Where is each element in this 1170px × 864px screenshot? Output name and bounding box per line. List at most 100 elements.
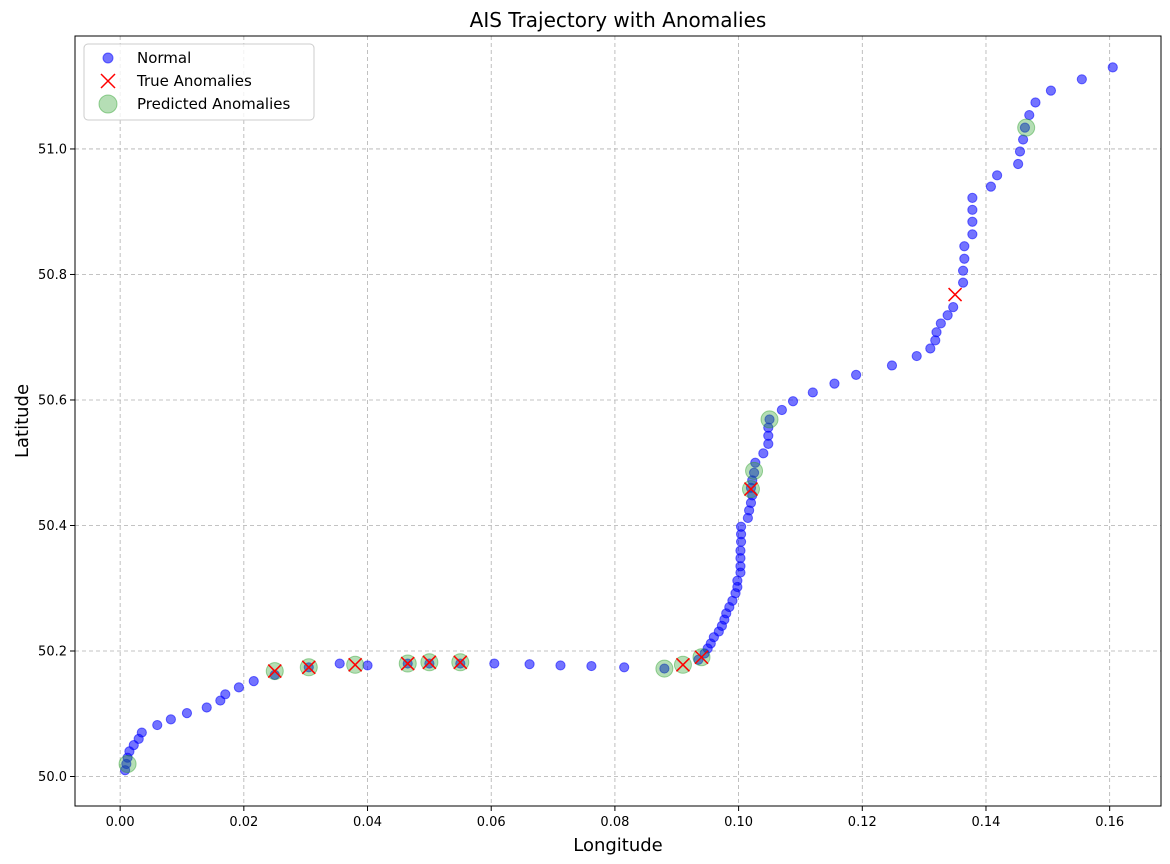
normal-point <box>1019 122 1031 133</box>
predicted-anomaly-point <box>655 659 674 678</box>
true-anomaly-point <box>267 664 282 679</box>
normal-point <box>1107 62 1118 73</box>
normal-point <box>201 702 212 713</box>
normal-point <box>233 682 244 693</box>
normal-point <box>967 192 978 204</box>
normal-point <box>1076 74 1087 85</box>
normal-point <box>776 404 787 416</box>
y-axis-ticks: 50.0 50.2 50.4 50.6 50.8 51.0 <box>38 142 75 785</box>
plot-frame <box>74 35 1162 807</box>
normal-point <box>659 663 670 674</box>
predicted-anomaly-point <box>760 410 779 429</box>
normal-point <box>959 253 970 264</box>
true-anomaly-point <box>301 660 316 675</box>
normal-point <box>586 660 597 672</box>
normal-point <box>181 708 193 719</box>
legend-true-anomalies-label: True Anomalies <box>136 72 252 90</box>
true-anomaly-point <box>948 287 963 302</box>
predicted-anomalies-series <box>118 118 1036 773</box>
normal-point <box>455 658 466 669</box>
predicted-anomaly-point <box>118 754 137 773</box>
true-anomaly-point <box>422 655 437 670</box>
predicted-anomaly-point <box>1017 118 1036 137</box>
x-axis-label: Longitude <box>573 835 663 856</box>
y-tick-label: 50.8 <box>38 268 67 283</box>
normal-point <box>992 170 1003 181</box>
x-axis-ticks: 0.00 0.02 0.04 0.06 0.08 0.10 0.12 0.14 0.16 <box>106 806 1124 830</box>
normal-point <box>334 658 345 669</box>
normal-point <box>248 676 259 687</box>
normal-point <box>1013 158 1024 170</box>
normal-point <box>764 414 775 425</box>
true-anomaly-point <box>453 655 468 670</box>
normal-point <box>957 265 969 276</box>
x-tick-label: 0.16 <box>1095 815 1124 830</box>
normal-point <box>758 448 769 459</box>
normal-point <box>942 310 953 321</box>
normal-point <box>750 457 761 468</box>
normal-point <box>957 277 969 288</box>
legend-normal-marker <box>102 52 114 64</box>
true-anomalies-series <box>267 287 963 679</box>
normal-point <box>1014 146 1026 157</box>
normal-point <box>524 659 535 670</box>
legend-box <box>83 43 315 121</box>
normal-point <box>931 327 942 338</box>
x-tick-label: 0.00 <box>106 815 135 830</box>
predicted-anomaly-point <box>745 461 764 480</box>
legend-predicted-anomalies-marker <box>98 94 118 114</box>
x-tick-label: 0.08 <box>600 815 629 830</box>
y-tick-label: 50.0 <box>38 770 67 785</box>
normal-point <box>555 660 566 671</box>
normal-point <box>1024 109 1035 121</box>
legend-true-anomalies-marker <box>100 73 116 89</box>
normal-point <box>220 689 231 700</box>
chart-title: AIS Trajectory with Anomalies <box>470 8 767 32</box>
true-anomaly-point <box>694 650 709 665</box>
normal-point <box>489 658 500 669</box>
y-tick-label: 50.6 <box>38 393 67 408</box>
normal-point <box>925 343 936 354</box>
normal-point <box>967 216 978 227</box>
normal-point <box>1030 97 1041 108</box>
normal-series <box>119 62 1118 776</box>
true-anomaly-point <box>743 482 758 497</box>
normal-point <box>935 318 946 329</box>
normal-point <box>136 727 147 738</box>
normal-point <box>787 396 799 407</box>
normal-point <box>748 467 760 478</box>
normal-point <box>424 658 435 669</box>
normal-point <box>1045 85 1057 96</box>
x-tick-label: 0.04 <box>353 815 382 830</box>
normal-point <box>735 521 747 532</box>
normal-point <box>985 181 997 192</box>
normal-point <box>851 369 862 380</box>
y-tick-label: 51.0 <box>38 142 67 157</box>
y-axis-label: Latitude <box>12 384 33 458</box>
x-tick-label: 0.06 <box>477 815 506 830</box>
true-anomaly-point <box>348 657 363 672</box>
normal-point <box>1017 134 1029 145</box>
x-tick-label: 0.12 <box>848 815 877 830</box>
normal-point <box>362 660 373 671</box>
true-anomaly-point <box>400 656 415 671</box>
normal-point <box>619 662 630 673</box>
x-tick-label: 0.02 <box>229 815 258 830</box>
normal-point <box>967 229 978 240</box>
x-tick-label: 0.14 <box>972 815 1001 830</box>
y-tick-label: 50.4 <box>38 519 67 534</box>
normal-point <box>735 545 746 556</box>
normal-point <box>886 360 898 371</box>
x-tick-label: 0.10 <box>724 815 753 830</box>
legend: Normal True Anomalies Predicted Anomalie… <box>83 43 315 121</box>
normal-point <box>967 204 978 215</box>
y-tick-label: 50.2 <box>38 644 67 659</box>
normal-point <box>807 387 818 398</box>
normal-point <box>911 350 922 362</box>
grid <box>75 36 1161 806</box>
legend-normal-label: Normal <box>137 49 191 67</box>
normal-point <box>165 714 176 725</box>
normal-point <box>829 378 840 389</box>
normal-point <box>152 719 163 731</box>
